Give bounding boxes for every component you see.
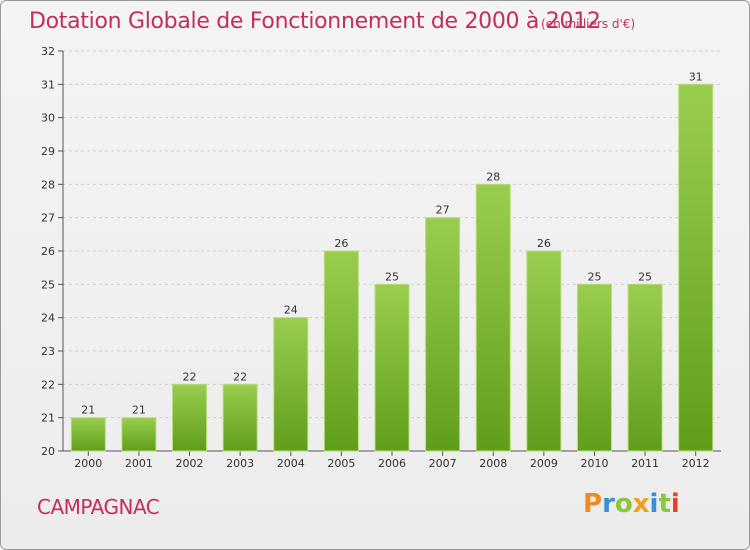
bar [222,383,258,452]
chart-units: (en milliers d'€) [541,17,636,31]
bar-value-label: 22 [183,370,197,383]
chart-title: Dotation Globale de Fonctionnement de 20… [29,9,601,34]
bar [273,317,309,452]
x-tick-label: 2003 [226,457,254,470]
y-tick-label: 21 [41,412,55,425]
y-tick-label: 29 [41,145,55,158]
logo-letter: o [614,489,633,519]
logo-letter: P [583,489,603,519]
x-tick-label: 2004 [277,457,305,470]
x-tick-label: 2005 [327,457,355,470]
y-tick-label: 24 [41,312,55,325]
commune-name: CAMPAGNAC [37,495,160,519]
x-tick-label: 2000 [74,457,102,470]
x-tick-label: 2010 [580,457,608,470]
bar-value-label: 21 [81,404,95,417]
bar-value-label: 21 [132,404,146,417]
logo-letter: t [658,489,671,519]
labels: 20 21 22 23 24 25 26 27 28 29 30 31 32 21 2000 21 2001 22… [41,45,710,470]
bar [678,83,714,452]
bar-value-label: 24 [284,304,298,317]
bar-value-label: 25 [638,270,652,283]
bar-value-label: 27 [436,204,450,217]
bar [526,250,562,452]
bar-value-label: 22 [233,370,247,383]
y-tick-label: 20 [41,445,55,458]
bar-value-label: 25 [587,270,601,283]
y-tick-label: 22 [41,378,55,391]
y-tick-label: 26 [41,245,55,258]
x-tick-label: 2002 [176,457,204,470]
x-tick-label: 2006 [378,457,406,470]
bar [627,283,663,452]
bar-value-label: 25 [385,270,399,283]
bar [425,217,461,452]
bar-value-label: 26 [334,237,348,250]
y-tick-label: 23 [41,345,55,358]
x-tick-label: 2009 [530,457,558,470]
bars [70,83,714,452]
bar [576,283,612,452]
y-tick-label: 27 [41,212,55,225]
x-tick-label: 2007 [429,457,457,470]
y-tick-label: 32 [41,45,55,58]
bar [121,417,157,452]
bar-value-label: 31 [689,70,703,83]
bar [70,417,106,452]
x-tick-label: 2008 [479,457,507,470]
proxiti-logo[interactable]: Proxiti [583,489,680,519]
y-tick-label: 28 [41,178,55,191]
bar-value-label: 26 [537,237,551,250]
bar [475,183,511,452]
x-tick-label: 2001 [125,457,153,470]
logo-letter: i [670,489,680,519]
logo-letter: x [632,489,650,519]
logo-letter: r [602,489,615,519]
bar [374,283,410,452]
bar [172,383,208,452]
bar-value-label: 28 [486,170,500,183]
bar [323,250,359,452]
x-tick-label: 2012 [682,457,710,470]
logo-letter: i [649,489,659,519]
y-tick-label: 31 [41,78,55,91]
y-tick-label: 25 [41,278,55,291]
x-tick-label: 2011 [631,457,659,470]
y-tick-label: 30 [41,112,55,125]
